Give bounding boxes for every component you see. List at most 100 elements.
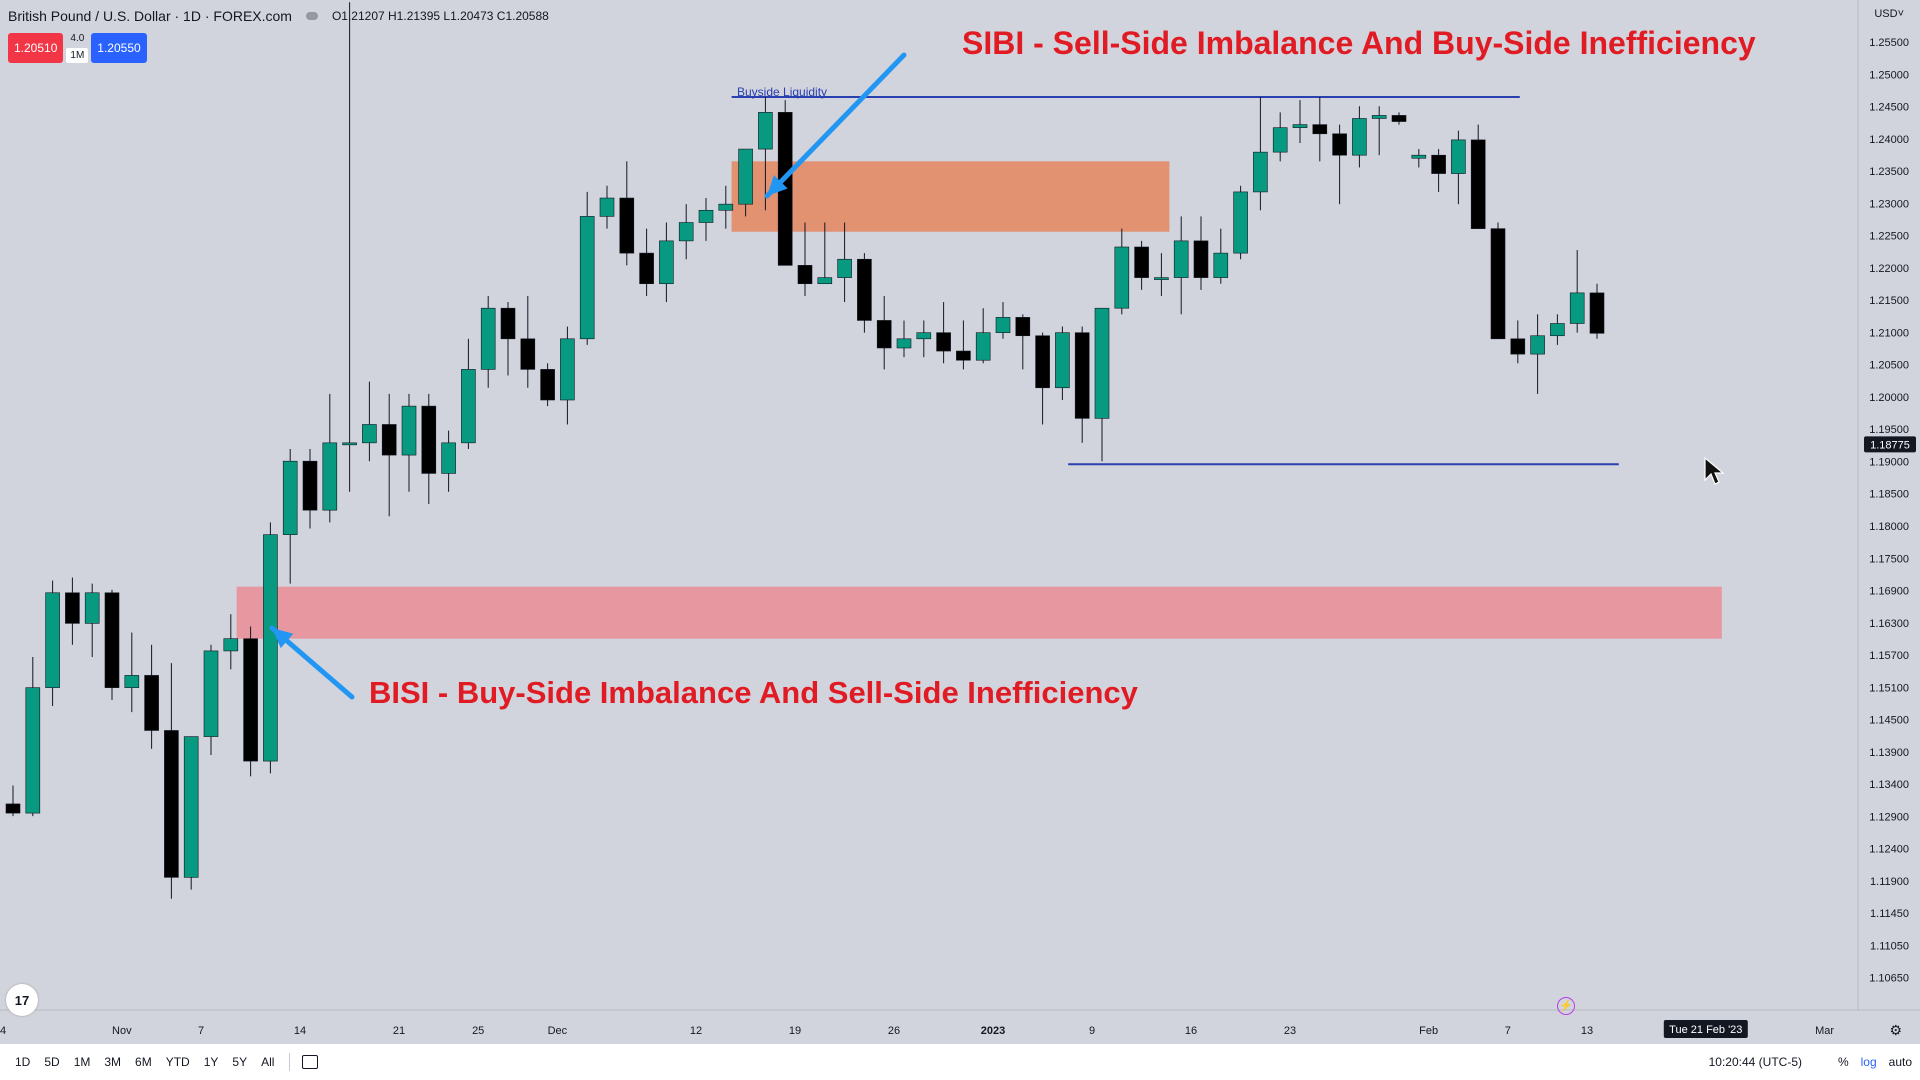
currency-selector[interactable]: USD˅	[1874, 8, 1904, 20]
lightning-icon[interactable]: ⚡	[1557, 997, 1575, 1015]
time-tick-label: 21	[393, 1025, 405, 1037]
bisi-arrow-head	[272, 628, 294, 649]
gear-icon[interactable]: ⚙	[1889, 1022, 1902, 1038]
time-tick-label: 7	[1505, 1025, 1511, 1037]
ohlc-values: O1.21207 H1.21395 L1.20473 C1.20588	[331, 9, 549, 23]
range-all[interactable]: All	[261, 1055, 275, 1069]
candle-body	[738, 148, 753, 205]
candle-body	[1154, 277, 1169, 280]
candle-body	[560, 338, 575, 401]
range-5d[interactable]: 5D	[44, 1055, 60, 1069]
spread-value: 4.0	[70, 33, 85, 44]
candle-body	[1173, 240, 1189, 278]
candle-body	[5, 803, 21, 814]
tradingview-logo-icon[interactable]: 17	[6, 984, 38, 1016]
timeframe-badge[interactable]: 1M	[66, 48, 89, 63]
range-3m[interactable]: 3M	[104, 1055, 122, 1069]
candle-body	[1550, 323, 1565, 337]
spread-box: 4.0 1M	[66, 33, 89, 63]
price-tick-label: 1.15700	[1869, 650, 1909, 662]
candle-body	[302, 460, 318, 511]
candle-body	[223, 638, 239, 652]
candle-body	[243, 638, 258, 762]
price-tick-label: 1.16900	[1869, 586, 1909, 598]
price-tick-label: 1.21500	[1869, 295, 1909, 307]
price-tick-label: 1.13900	[1869, 747, 1909, 759]
price-tick-label: 1.18000	[1869, 521, 1909, 533]
bisi-annotation: BISI - Buy-Side Imbalance And Sell-Side …	[369, 675, 1138, 710]
time-tick-label: 16	[1185, 1025, 1197, 1037]
chart-area[interactable]: 1.25500 1.25000 1.24500 1.24000 1.23500 1.230…	[0, 0, 1920, 1044]
price-tick-label: 1.25500	[1869, 37, 1909, 49]
time-tick-label: 4	[0, 1025, 6, 1037]
candle-body	[698, 209, 714, 223]
candle-body	[500, 307, 516, 340]
chart-legend: British Pound / U.S. Dollar · 1D · FOREX…	[8, 8, 549, 24]
symbol-title[interactable]: British Pound / U.S. Dollar · 1D · FOREX…	[8, 8, 292, 24]
candle-body	[401, 405, 417, 456]
range-1y[interactable]: 1Y	[203, 1055, 219, 1069]
candle-body	[639, 252, 654, 285]
candle-body	[975, 332, 991, 361]
buy-button[interactable]: 1.20550	[91, 33, 147, 63]
time-tick-label: Nov	[112, 1025, 132, 1037]
candle-body	[282, 460, 298, 535]
candle-body	[183, 736, 199, 878]
time-tick-label: 25	[472, 1025, 484, 1037]
candle-body	[480, 307, 496, 370]
range-ytd[interactable]: YTD	[165, 1055, 190, 1069]
candle-body	[1035, 335, 1050, 389]
calendar-icon[interactable]	[302, 1055, 319, 1069]
auto-toggle[interactable]: auto	[1888, 1055, 1912, 1069]
bottom-toolbar: 1D 5D 1M 3M 6M YTD 1Y 5Y All 10:20:44 (U…	[0, 1044, 1920, 1080]
candle-body	[599, 197, 615, 217]
time-tick-label: Feb	[1419, 1025, 1438, 1037]
candle-body	[65, 592, 80, 624]
candle-body	[1094, 307, 1110, 419]
price-tick-label: 1.22000	[1869, 263, 1909, 275]
candle-body	[916, 332, 932, 340]
candle-body	[1371, 115, 1387, 119]
scale-options: % log auto	[1838, 1055, 1912, 1069]
price-tick-label: 1.19000	[1869, 456, 1909, 468]
price-tick-label: 1.21000	[1869, 327, 1909, 339]
range-5y[interactable]: 5Y	[232, 1055, 248, 1069]
candle-body	[1074, 332, 1090, 419]
candle-body	[896, 338, 912, 349]
candle-body	[1055, 332, 1070, 389]
candle-body	[678, 222, 694, 242]
log-toggle[interactable]: log	[1860, 1055, 1877, 1069]
candle-body	[1352, 118, 1367, 156]
candle-body	[1332, 133, 1347, 156]
candle-body	[540, 369, 555, 401]
cursor-icon	[1704, 456, 1725, 485]
price-tick-label: 1.12900	[1869, 811, 1909, 823]
sell-button[interactable]: 1.20510	[8, 33, 64, 63]
sibi-zone	[731, 161, 1170, 232]
candle-body	[995, 317, 1011, 333]
eye-icon[interactable]	[305, 12, 318, 20]
price-tick-label: 1.12400	[1869, 844, 1909, 856]
candle-body	[342, 442, 357, 446]
time-tick-label: 23	[1284, 1025, 1296, 1037]
candle-body	[25, 687, 41, 814]
candle-body	[1272, 127, 1288, 153]
bisi-zone	[236, 586, 1722, 639]
candle-body	[797, 265, 813, 285]
time-tick-label: 12	[690, 1025, 702, 1037]
range-1m[interactable]: 1M	[73, 1055, 91, 1069]
candle-body	[1510, 338, 1526, 355]
time-tick-label: 2023	[981, 1025, 1005, 1037]
candle-body	[84, 592, 100, 624]
price-tick-label: 1.23000	[1869, 198, 1909, 210]
candle-body	[1470, 139, 1486, 229]
percent-toggle[interactable]: %	[1837, 1055, 1849, 1069]
clock[interactable]: 10:20:44 (UTC-5)	[1708, 1055, 1802, 1069]
range-1d[interactable]: 1D	[15, 1055, 31, 1069]
candle-body	[837, 258, 852, 278]
crosshair-date-tag	[1663, 1020, 1748, 1038]
candle-body	[876, 320, 892, 349]
range-6m[interactable]: 6M	[135, 1055, 152, 1069]
candle-body	[718, 203, 734, 211]
time-tick-label: 9	[1089, 1025, 1095, 1037]
